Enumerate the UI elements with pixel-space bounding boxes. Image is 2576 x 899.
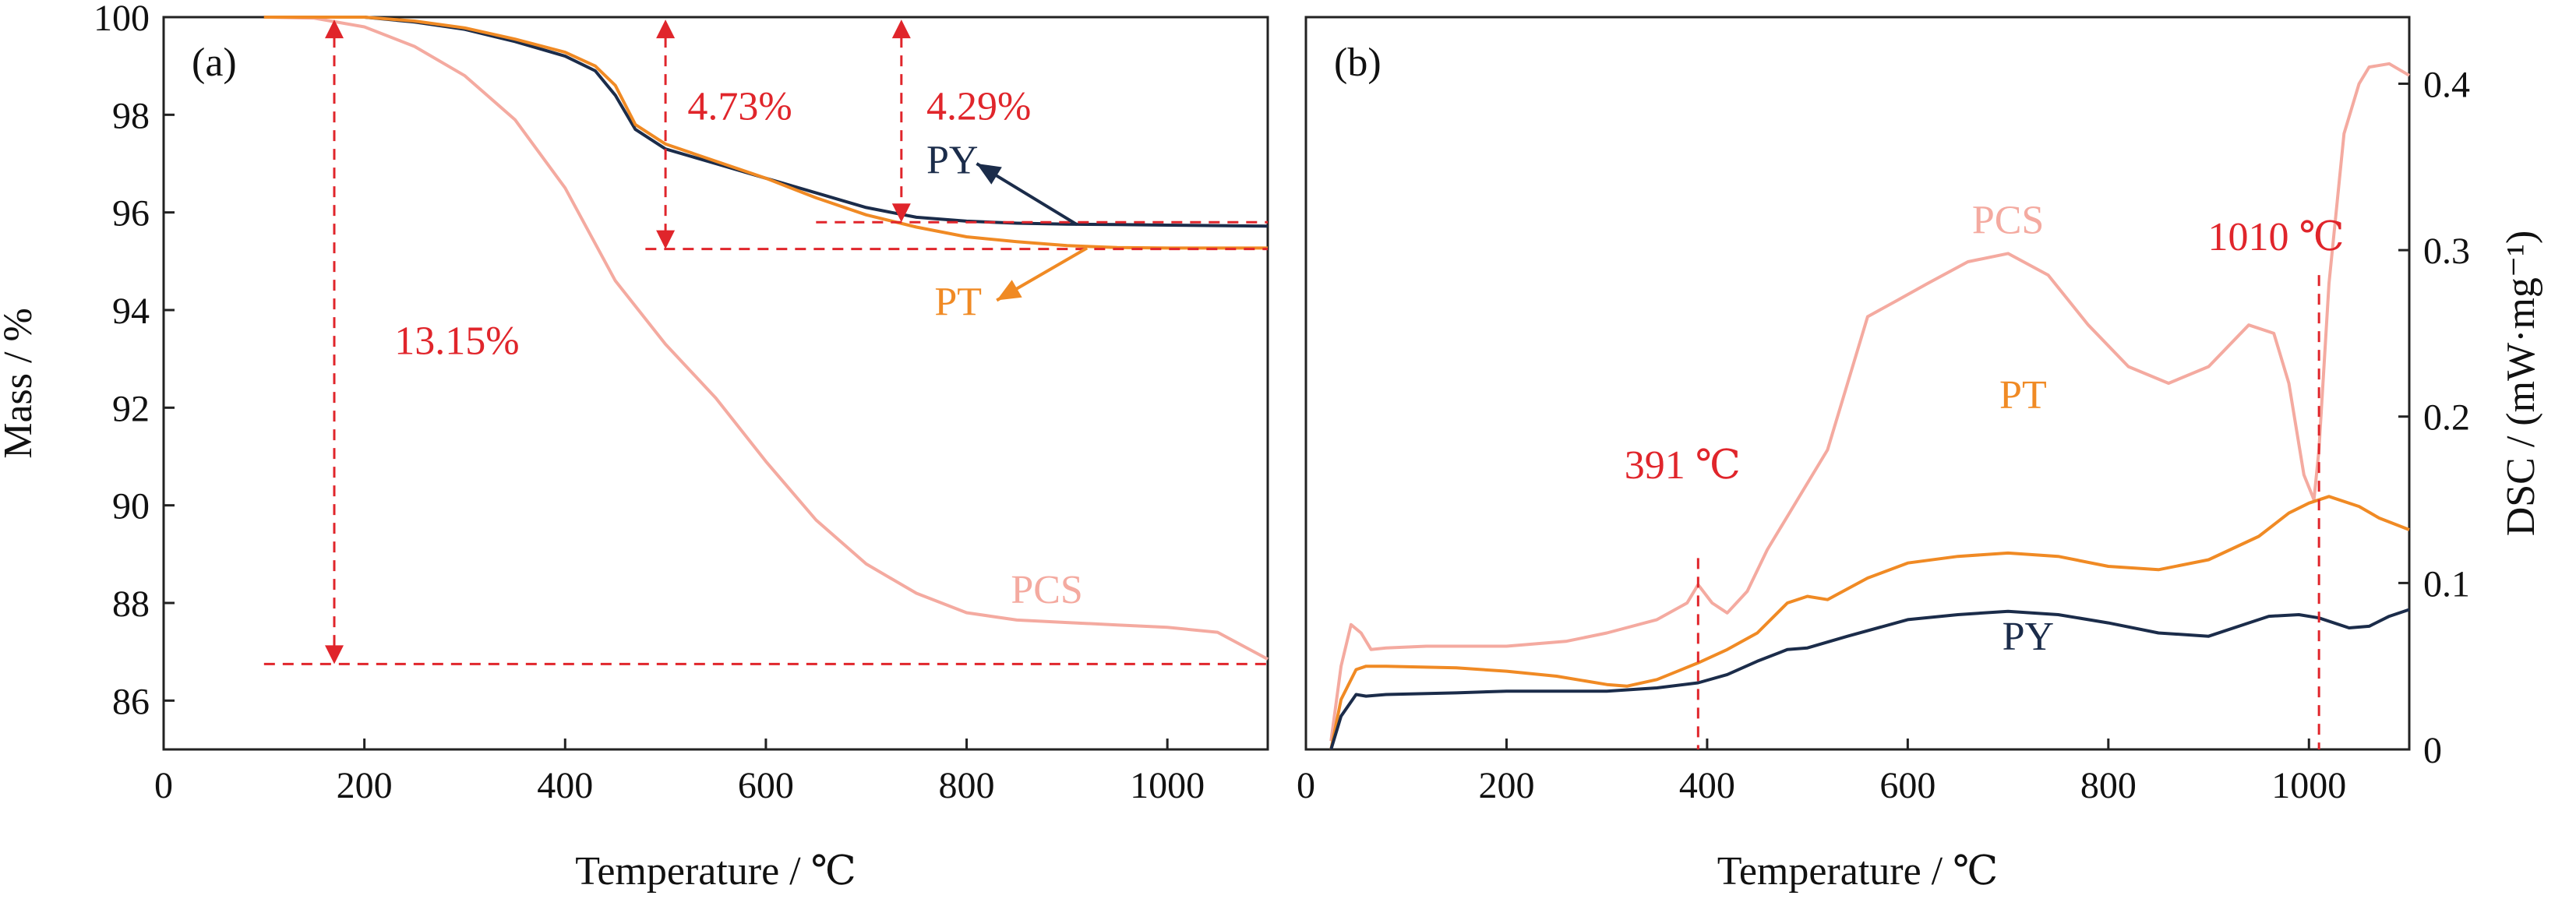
pt-series-label: PT <box>1999 373 2047 418</box>
x-tick-label: 800 <box>939 765 995 806</box>
x-axis-title: Temperature / ℃ <box>1717 849 1999 894</box>
x-tick-label: 400 <box>1679 765 1735 806</box>
pt-mass-loss-label: 4.73% <box>687 85 792 129</box>
figure: 0 200 400 600 800 1000 86 88 90 92 94 96 98 100 Temper… <box>0 0 2576 899</box>
py-mass-loss-label: 4.29% <box>926 85 1031 129</box>
y-tick-label: 94 <box>112 291 150 332</box>
x-tick-label: 800 <box>2080 765 2137 806</box>
arrow-head <box>656 19 675 38</box>
temperature-marker-label: 1010 ℃ <box>2208 215 2345 259</box>
y-axis-title: Mass / % <box>0 308 41 459</box>
y-tick-label: 0.2 <box>2423 397 2470 439</box>
series-line-pt <box>264 17 1268 248</box>
y-tick-label: 0.1 <box>2423 563 2470 605</box>
x-axis-title: Temperature / ℃ <box>575 849 856 894</box>
x-tick-label: 600 <box>1879 765 1936 806</box>
x-tick-label: 200 <box>337 765 393 806</box>
panel-label: (a) <box>192 41 237 85</box>
y-tick-label: 88 <box>112 583 150 625</box>
pcs-series-label: PCS <box>1972 199 2045 243</box>
x-tick-label: 0 <box>154 765 173 806</box>
x-tick-label: 1000 <box>1130 765 1205 806</box>
y-tick-label: 0.3 <box>2423 231 2470 272</box>
y-tick-label: 92 <box>112 388 150 429</box>
arrow-head <box>656 231 675 249</box>
panel-a-chart: 0 200 400 600 800 1000 86 88 90 92 94 96 98 100 Temper… <box>0 0 1268 894</box>
x-tick-label: 400 <box>537 765 593 806</box>
x-tick-label: 0 <box>1297 765 1315 806</box>
y-tick-label: 98 <box>112 95 150 136</box>
arrow-head <box>976 164 1001 185</box>
py-series-label: PY <box>926 139 978 183</box>
y-tick-label: 86 <box>112 681 150 722</box>
x-tick-label: 1000 <box>2271 765 2346 806</box>
panel-b-chart: 0 200 400 600 800 1000 0 0.1 0.2 0.3 0.4 Temperatur… <box>1297 17 2543 894</box>
x-tick-label: 600 <box>738 765 794 806</box>
plot-frame <box>1306 17 2409 749</box>
py-series-label: PY <box>2003 615 2054 659</box>
panel-label: (b) <box>1334 41 1382 85</box>
y-tick-label: 0 <box>2423 730 2442 771</box>
x-tick-label: 200 <box>1478 765 1534 806</box>
y-tick-label: 0.4 <box>2423 64 2470 105</box>
series-line-py <box>1331 610 2409 750</box>
y-tick-label: 100 <box>94 0 150 39</box>
y-tick-label: 90 <box>112 486 150 527</box>
temperature-marker-label: 391 ℃ <box>1625 443 1741 488</box>
y-axis-title: DSC / (mW·mg⁻¹) <box>2499 231 2543 537</box>
pcs-series-label: PCS <box>1011 568 1083 612</box>
pt-series-label: PT <box>934 280 982 324</box>
pcs-mass-loss-label: 13.15% <box>394 319 519 363</box>
arrow-head <box>892 19 911 38</box>
arrow-head <box>325 645 344 664</box>
arrow-head <box>997 280 1022 300</box>
series-line-pcs <box>1331 64 2409 742</box>
y-tick-label: 96 <box>112 193 150 234</box>
